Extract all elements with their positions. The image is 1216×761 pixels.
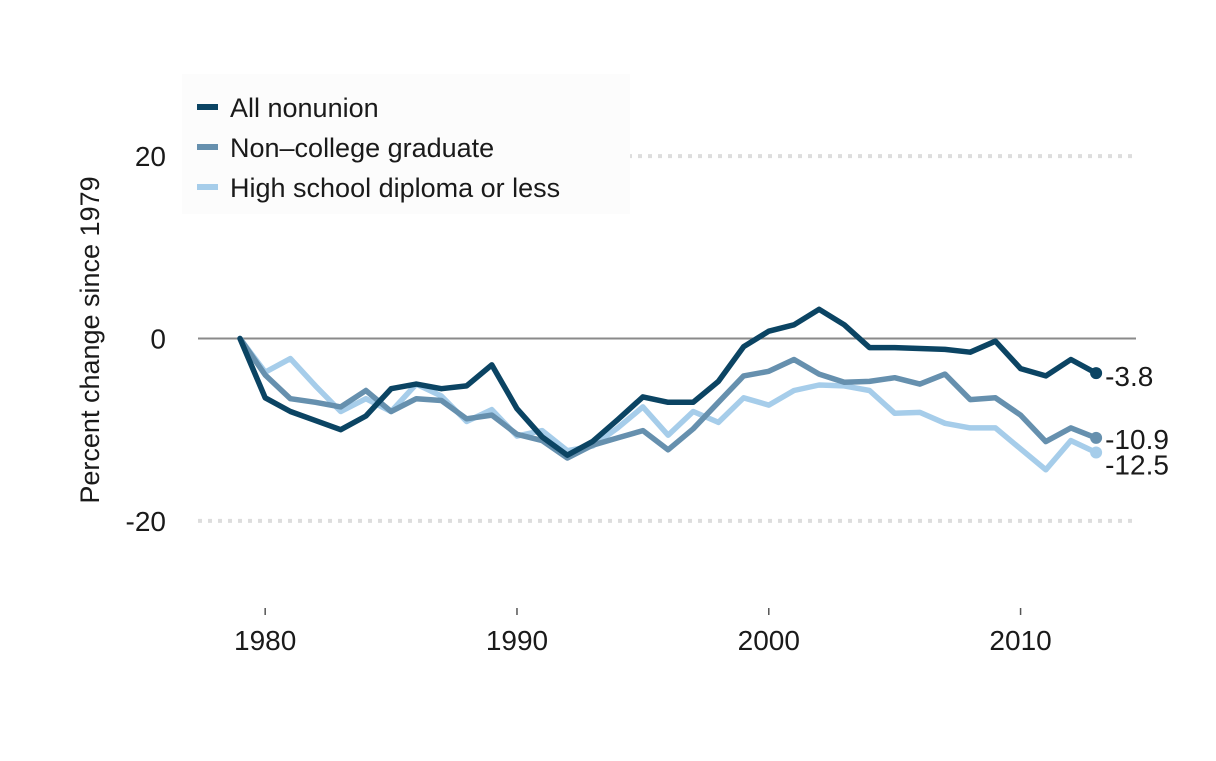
series-end-label: -12.5 (1105, 450, 1169, 481)
series-line (237, 335, 1099, 461)
series-end-point (1090, 446, 1103, 459)
x-tick-label: 2000 (738, 625, 800, 656)
y-tick-label: 0 (150, 324, 166, 355)
series-end-point (1090, 367, 1103, 380)
x-axis-ticks: 1980 1990 2000 2010 (234, 608, 1052, 656)
legend-entry: Non–college graduate (230, 133, 494, 163)
x-tick-label: 2010 (989, 625, 1051, 656)
legend-entry: High school diploma or less (230, 173, 560, 203)
y-axis-label: Percent change since 1979 (75, 176, 105, 503)
series-end-point (1090, 431, 1103, 444)
series-line (237, 306, 1099, 458)
legend: All nonunion Non–college graduate High sch… (182, 74, 630, 214)
y-tick-label: 20 (135, 141, 166, 172)
y-axis-ticks: 20 0 -20 (126, 141, 166, 537)
legend-entry: All nonunion (230, 93, 379, 123)
gridlines (198, 154, 1136, 523)
y-tick-label: -20 (126, 506, 166, 537)
series-end-label: -3.8 (1105, 361, 1153, 392)
x-tick-label: 1990 (486, 625, 548, 656)
legend-background (182, 74, 630, 214)
x-tick-label: 1980 (234, 625, 296, 656)
series-end-label: -10.9 (1105, 424, 1169, 455)
series-lines: -3.8 -10.9-12.5 (237, 306, 1169, 481)
